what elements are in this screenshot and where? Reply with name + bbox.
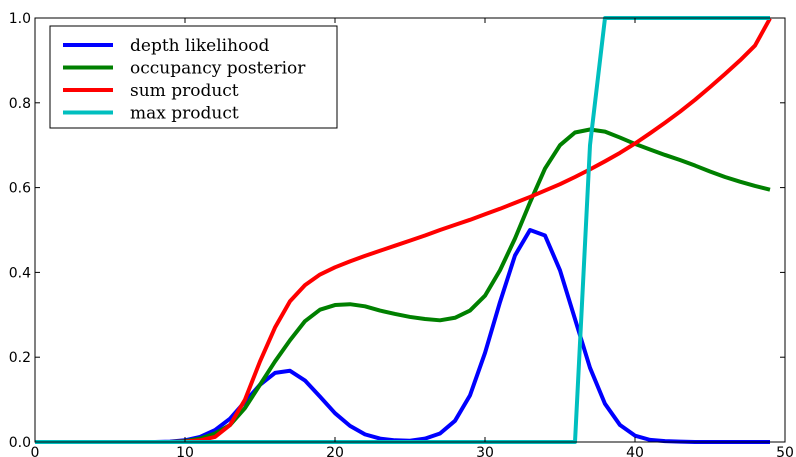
axis-ticks: 0 10 20 30 40 50 0.0 0.2 0.4 0.6 0.8 1.0 bbox=[9, 11, 794, 457]
legend-label: sum product bbox=[130, 81, 239, 101]
y-tick-label: 0.8 bbox=[9, 96, 31, 112]
x-tick-label: 10 bbox=[176, 445, 194, 457]
y-tick-label: 1.0 bbox=[9, 11, 31, 27]
y-tick-label: 0.4 bbox=[9, 265, 31, 281]
plot-frame bbox=[34, 17, 786, 443]
y-tick-label: 0.2 bbox=[9, 350, 31, 366]
legend-label: occupancy posterior bbox=[130, 59, 306, 79]
x-tick-label: 20 bbox=[326, 445, 344, 457]
y-tick-label: 0.6 bbox=[9, 181, 31, 197]
x-tick-label: 40 bbox=[626, 445, 644, 457]
x-tick-label: 30 bbox=[476, 445, 494, 457]
legend-label: depth likelihood bbox=[130, 36, 270, 56]
legend-label: max product bbox=[130, 104, 239, 124]
y-tick-label: 0.0 bbox=[9, 435, 31, 451]
series-line-occupancy-posterior bbox=[35, 127, 771, 444]
series-line-depth-likelihood bbox=[35, 228, 770, 444]
x-tick-label: 0 bbox=[31, 445, 40, 457]
x-tick-label: 50 bbox=[776, 445, 794, 457]
